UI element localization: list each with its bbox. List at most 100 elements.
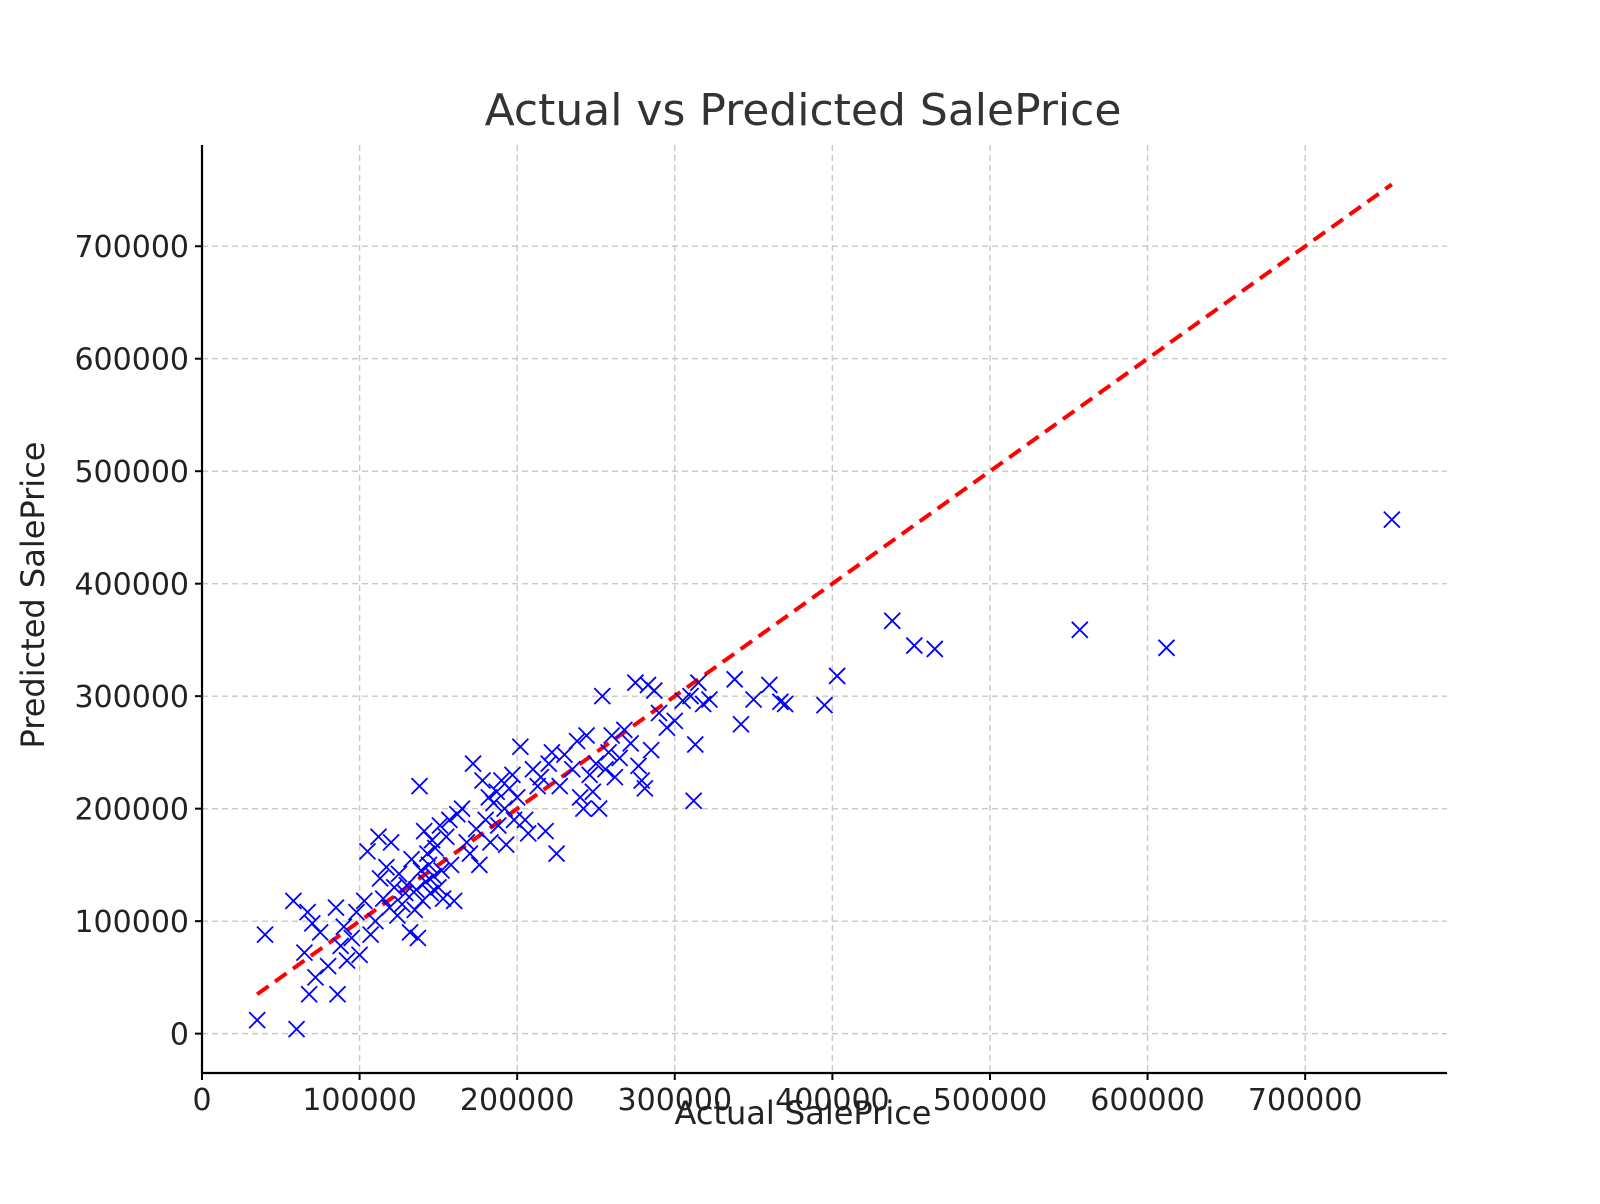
data-point: [700, 690, 719, 709]
data-point: [610, 749, 629, 767]
data-point: [369, 828, 388, 846]
data-point: [431, 816, 449, 835]
data-point: [300, 985, 318, 1003]
y-tick-label: 100000: [74, 905, 189, 940]
y-tick-label: 600000: [74, 343, 189, 378]
data-point: [453, 800, 471, 818]
data-point: [432, 861, 451, 880]
data-point: [508, 788, 526, 807]
data-point: [338, 951, 356, 970]
data-point: [437, 828, 455, 846]
x-tick-label: 700000: [1248, 1083, 1363, 1118]
data-point: [366, 912, 384, 930]
data-point: [402, 850, 421, 868]
data-point: [776, 695, 794, 713]
data-point: [629, 757, 648, 775]
y-tick-label: 400000: [74, 568, 189, 603]
data-point: [388, 906, 407, 925]
data-point: [442, 856, 460, 874]
data-point: [417, 873, 435, 891]
data-point: [358, 842, 377, 861]
data-point: [529, 777, 547, 795]
data-point: [412, 861, 430, 880]
data-point: [382, 833, 400, 852]
data-point: [590, 800, 608, 818]
data-point: [1071, 621, 1089, 639]
data-point: [495, 800, 514, 818]
data-point: [681, 687, 700, 705]
data-point: [581, 766, 599, 784]
x-tick-label: 100000: [302, 1083, 417, 1118]
data-point: [332, 937, 350, 955]
data-point: [409, 929, 427, 947]
data-point: [744, 690, 763, 709]
data-point: [407, 881, 425, 899]
data-point: [429, 878, 448, 897]
tick-labels: 0 100000 200000 300000 400000 500000 600000 700…: [74, 230, 1362, 1118]
data-point: [421, 884, 440, 902]
data-point: [361, 926, 380, 944]
data-point: [622, 734, 640, 753]
axes: [195, 145, 1447, 1080]
data-point: [440, 811, 459, 829]
data-point: [371, 869, 389, 888]
data-point: [420, 856, 438, 874]
data-point: [335, 918, 353, 936]
data-point: [410, 777, 429, 795]
data-point: [477, 811, 495, 829]
data-point: [390, 865, 408, 883]
data-point: [418, 845, 436, 863]
data-point: [571, 788, 589, 807]
data-point: [1157, 639, 1176, 657]
x-tick-label: 0: [192, 1083, 211, 1118]
x-tick-label: 500000: [933, 1083, 1048, 1118]
data-point: [398, 876, 416, 894]
data-point: [666, 712, 684, 730]
data-point: [603, 726, 621, 745]
data-point: [551, 777, 569, 795]
data-point: [596, 760, 615, 778]
data-point: [488, 783, 506, 801]
x-tick-label: 300000: [618, 1083, 733, 1118]
data-point: [926, 640, 944, 658]
reference-line: [255, 182, 1394, 996]
data-point: [1383, 510, 1401, 529]
data-point: [287, 1020, 306, 1038]
data-point: [642, 741, 660, 759]
data-point: [327, 899, 345, 917]
data-point: [606, 768, 624, 786]
y-tick-label: 700000: [74, 230, 189, 265]
data-point: [489, 816, 507, 835]
reference-line-layer: [255, 182, 1394, 996]
data-point: [343, 929, 361, 947]
data-point: [347, 903, 366, 921]
data-point: [481, 833, 500, 852]
x-tick-label: 400000: [775, 1083, 890, 1118]
data-point: [536, 822, 555, 840]
data-point: [248, 1011, 266, 1029]
data-point: [726, 670, 744, 688]
grid: [202, 145, 1447, 1073]
data-point: [584, 783, 602, 801]
y-tick-label: 300000: [74, 680, 189, 715]
data-point: [298, 903, 317, 921]
data-point: [519, 824, 537, 843]
data-point: [532, 768, 550, 786]
y-tick-label: 0: [170, 1018, 189, 1053]
data-point: [650, 704, 668, 722]
data-point: [685, 792, 703, 810]
chart-title: Actual vs Predicted SalePrice: [485, 85, 1122, 136]
data-point: [425, 867, 443, 885]
y-tick-label: 200000: [74, 793, 189, 828]
data-point: [674, 692, 692, 710]
data-points: [248, 510, 1401, 1038]
data-point: [306, 968, 325, 987]
data-point: [355, 892, 373, 910]
data-point: [771, 693, 790, 711]
data-point: [563, 760, 581, 778]
data-point: [732, 715, 750, 733]
data-point: [815, 696, 834, 714]
data-point: [350, 946, 369, 964]
